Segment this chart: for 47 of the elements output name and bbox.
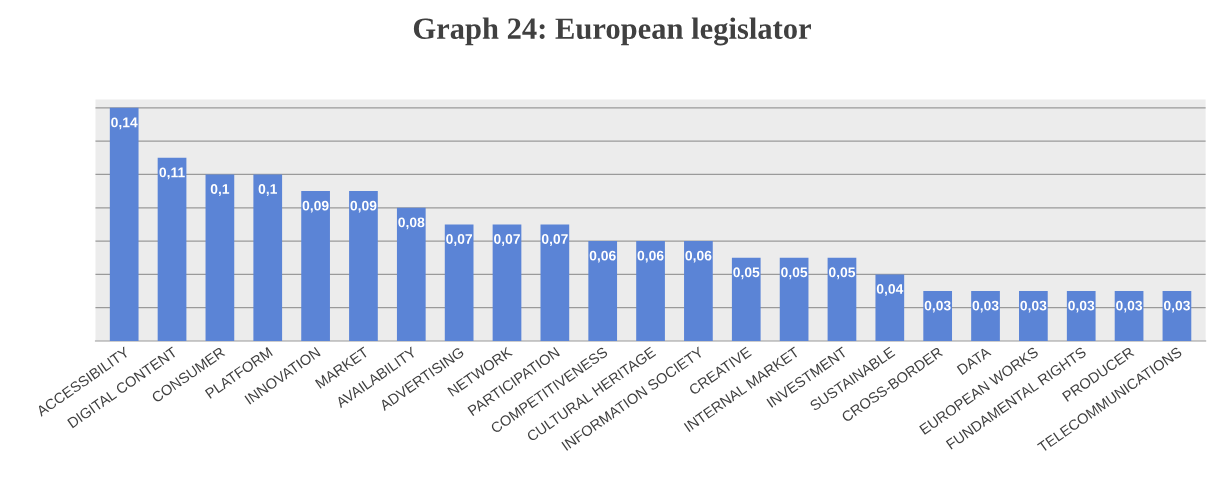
data-label: 0,03 xyxy=(972,300,999,313)
bar xyxy=(349,191,378,341)
bar xyxy=(827,257,857,341)
bar xyxy=(109,107,139,341)
data-label: 0,05 xyxy=(781,267,808,280)
bar xyxy=(301,191,330,341)
data-label: 0,03 xyxy=(924,300,951,313)
bar xyxy=(444,224,474,341)
data-label: 0,06 xyxy=(637,250,664,263)
data-label: 0,05 xyxy=(829,267,856,280)
data-label: 0,06 xyxy=(589,250,616,263)
data-label: 0,09 xyxy=(350,200,377,213)
bar xyxy=(253,174,283,341)
data-label: 0,07 xyxy=(494,234,520,246)
data-label: 0,11 xyxy=(159,167,185,180)
bar xyxy=(396,207,426,341)
data-label: 0,03 xyxy=(1116,300,1143,313)
data-label: 0,1 xyxy=(210,184,230,196)
data-label: 0,05 xyxy=(733,267,760,280)
bar xyxy=(588,241,618,341)
bar xyxy=(923,291,953,341)
data-label: 0,06 xyxy=(685,250,712,263)
bar xyxy=(971,291,1000,341)
bar xyxy=(1066,291,1096,341)
bar xyxy=(779,257,809,341)
data-label: 0,03 xyxy=(1020,300,1047,313)
data-label: 0,1 xyxy=(258,184,278,196)
data-label: 0,04 xyxy=(876,284,904,296)
data-label: 0,07 xyxy=(541,234,568,246)
data-label: 0,09 xyxy=(302,200,329,213)
bar xyxy=(540,224,570,341)
data-label: 0,08 xyxy=(398,217,425,230)
bar xyxy=(1162,291,1192,341)
chart-title: Graph 24: European legislator xyxy=(413,17,811,46)
bar xyxy=(492,224,522,341)
data-label: 0,14 xyxy=(111,117,138,130)
bar xyxy=(684,241,713,341)
bar xyxy=(875,274,905,341)
bar xyxy=(1114,291,1144,341)
data-label: 0,07 xyxy=(446,234,473,246)
bar xyxy=(731,257,761,341)
bar xyxy=(157,157,187,341)
bar xyxy=(1019,291,1048,341)
bar xyxy=(636,241,665,341)
data-label: 0,03 xyxy=(1068,300,1095,313)
data-label: 0,03 xyxy=(1163,300,1190,313)
bar xyxy=(205,174,235,341)
